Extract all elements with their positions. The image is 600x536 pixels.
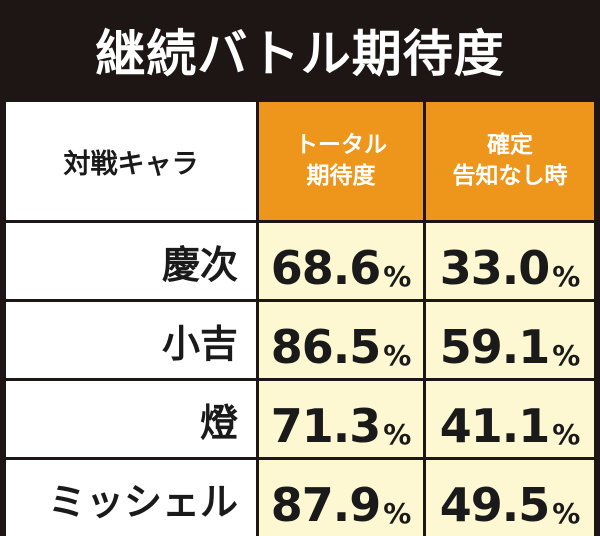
header-total-line1: トータル bbox=[295, 131, 387, 158]
page-title: 継続バトル期待度 bbox=[95, 25, 505, 83]
percent-unit: % bbox=[383, 339, 412, 372]
no-notice-value: 49.5% bbox=[426, 460, 594, 536]
header-character-label: 対戦キャラ bbox=[6, 102, 256, 220]
total-number: 68.6 bbox=[270, 241, 381, 295]
total-value: 87.9% bbox=[259, 460, 423, 536]
header-no-notice-line1: 確定 bbox=[487, 131, 533, 158]
total-value: 71.3% bbox=[259, 381, 423, 457]
percent-unit: % bbox=[383, 260, 412, 293]
no-notice-number: 33.0 bbox=[439, 241, 550, 295]
no-notice-number: 59.1 bbox=[439, 320, 550, 374]
total-value: 68.6% bbox=[259, 223, 423, 299]
total-value: 86.5% bbox=[259, 302, 423, 378]
percent-unit: % bbox=[552, 418, 581, 451]
percent-unit: % bbox=[383, 497, 412, 530]
header-no-notice-line2: 告知なし時 bbox=[452, 163, 568, 189]
row-label: 小吉 bbox=[6, 302, 256, 378]
no-notice-number: 41.1 bbox=[439, 399, 550, 453]
row-label: 燈 bbox=[6, 381, 256, 457]
total-number: 87.9 bbox=[270, 478, 381, 532]
title-bar: 継続バトル期待度 bbox=[0, 0, 600, 100]
no-notice-number: 49.5 bbox=[439, 478, 550, 532]
no-notice-value: 41.1% bbox=[426, 381, 594, 457]
no-notice-value: 59.1% bbox=[426, 302, 594, 378]
percent-unit: % bbox=[552, 260, 581, 293]
header-total-expectation: トータル 期待度 bbox=[259, 102, 423, 220]
odds-table: 対戦キャラ トータル 期待度 確定 告知なし時 慶次 68.6% 33.0% 小… bbox=[6, 102, 594, 536]
no-notice-value: 33.0% bbox=[426, 223, 594, 299]
header-no-notice: 確定 告知なし時 bbox=[426, 102, 594, 220]
header-total-line2: 期待度 bbox=[306, 163, 376, 189]
percent-unit: % bbox=[552, 497, 581, 530]
total-number: 86.5 bbox=[270, 320, 381, 374]
row-label: 慶次 bbox=[6, 223, 256, 299]
row-label: ミッシェル bbox=[6, 460, 256, 536]
percent-unit: % bbox=[383, 418, 412, 451]
total-number: 71.3 bbox=[270, 399, 381, 453]
percent-unit: % bbox=[552, 339, 581, 372]
